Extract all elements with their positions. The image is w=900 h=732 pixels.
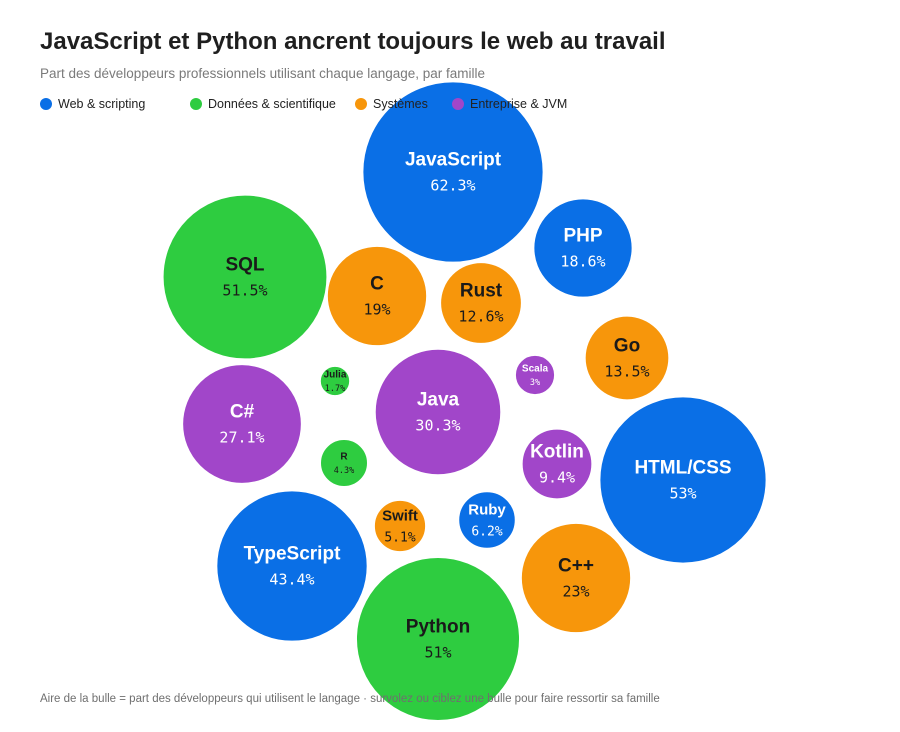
bubble-value-go: 13.5% [604, 362, 649, 380]
bubble-julia[interactable]: Julia 1.7% [319, 365, 351, 397]
bubble-circle-ruby[interactable] [457, 490, 517, 550]
bubble-value-java: 30.3% [415, 416, 460, 434]
legend-item-systems[interactable]: Systèmes [355, 97, 428, 111]
bubble-value-sql: 51.5% [222, 281, 267, 299]
bubble-label-julia: Julia [324, 370, 347, 381]
bubble-value-ruby: 6.2% [471, 525, 502, 540]
bubble-label-r: R [340, 452, 348, 463]
bubble-value-php: 18.6% [560, 252, 605, 270]
bubble-circle-scala[interactable] [514, 354, 556, 396]
bubble-label-ruby: Ruby [468, 501, 506, 518]
bubble-csharp[interactable]: C# 27.1% [181, 363, 303, 485]
bubble-javascript[interactable]: JavaScript 62.3% [361, 80, 545, 264]
bubble-value-html-css: 53% [669, 484, 696, 502]
bubble-c[interactable]: C 19% [326, 245, 428, 347]
bubble-circle-cpp[interactable] [520, 522, 632, 634]
bubble-value-kotlin: 9.4% [539, 468, 575, 486]
bubble-circle-swift[interactable] [373, 499, 427, 553]
footnote: Aire de la bulle = part des développeurs… [40, 693, 660, 705]
bubble-circle-python[interactable] [355, 556, 521, 722]
bubble-value-python: 51% [424, 643, 451, 661]
bubble-circle-julia[interactable] [319, 365, 351, 397]
legend-swatch-enterprise [452, 98, 464, 110]
bubble-rust[interactable]: Rust 12.6% [439, 261, 523, 345]
bubble-sql[interactable]: SQL 51.5% [162, 194, 328, 360]
legend-label-enterprise: Entreprise & JVM [470, 97, 568, 111]
bubble-label-go: Go [614, 336, 640, 357]
bubble-value-r: 4.3% [334, 466, 354, 476]
bubble-cpp[interactable]: C++ 23% [520, 522, 632, 634]
bubble-value-c: 19% [363, 300, 390, 318]
bubble-label-cpp: C++ [558, 556, 594, 577]
bubble-circle-typescript[interactable] [215, 489, 369, 643]
bubble-label-html-css: HTML/CSS [634, 458, 731, 479]
bubble-label-php: PHP [563, 226, 602, 247]
bubble-label-c: C [370, 274, 384, 295]
bubble-circle-java[interactable] [374, 348, 502, 476]
bubble-value-rust: 12.6% [458, 307, 503, 325]
legend-label-systems: Systèmes [373, 97, 428, 111]
bubble-label-rust: Rust [460, 281, 503, 302]
legend-item-data[interactable]: Données & scientifique [190, 97, 336, 111]
bubble-ruby[interactable]: Ruby 6.2% [457, 490, 517, 550]
bubble-circle-go[interactable] [584, 315, 670, 401]
chart-subtitle: Part des développeurs professionnels uti… [40, 66, 486, 81]
bubble-circle-kotlin[interactable] [521, 428, 593, 500]
bubble-label-sql: SQL [225, 255, 264, 276]
bubble-value-swift: 5.1% [384, 531, 415, 546]
bubble-go[interactable]: Go 13.5% [584, 315, 670, 401]
legend-label-web: Web & scripting [58, 97, 146, 111]
bubble-circle-csharp[interactable] [181, 363, 303, 485]
bubble-label-kotlin: Kotlin [530, 442, 584, 463]
bubble-circle-c[interactable] [326, 245, 428, 347]
bubble-html-css[interactable]: HTML/CSS 53% [598, 395, 768, 565]
legend-label-data: Données & scientifique [208, 97, 336, 111]
legend-item-web[interactable]: Web & scripting [40, 97, 145, 111]
bubble-circle-rust[interactable] [439, 261, 523, 345]
bubble-value-scala: 3% [530, 378, 540, 388]
bubble-circle-php[interactable] [532, 197, 634, 299]
bubble-circle-r[interactable] [319, 438, 369, 488]
bubble-value-javascript: 62.3% [430, 176, 475, 194]
bubble-php[interactable]: PHP 18.6% [532, 197, 634, 299]
bubble-kotlin[interactable]: Kotlin 9.4% [521, 428, 593, 500]
bubble-value-julia: 1.7% [325, 384, 345, 394]
bubble-label-scala: Scala [522, 364, 549, 375]
legend-swatch-web [40, 98, 52, 110]
bubble-value-typescript: 43.4% [269, 570, 314, 588]
bubble-java[interactable]: Java 30.3% [374, 348, 502, 476]
bubble-label-python: Python [406, 617, 470, 638]
bubble-label-typescript: TypeScript [244, 544, 341, 565]
bubble-python[interactable]: Python 51% [355, 556, 521, 722]
bubble-label-swift: Swift [382, 507, 418, 524]
chart-title: JavaScript et Python ancrent toujours le… [40, 28, 666, 55]
bubble-scala[interactable]: Scala 3% [514, 354, 556, 396]
bubble-value-cpp: 23% [562, 582, 589, 600]
legend-swatch-systems [355, 98, 367, 110]
bubble-circle-html-css[interactable] [598, 395, 768, 565]
legend-swatch-data [190, 98, 202, 110]
bubble-typescript[interactable]: TypeScript 43.4% [215, 489, 369, 643]
bubble-label-csharp: C# [230, 402, 255, 423]
bubble-label-java: Java [417, 390, 460, 411]
bubble-circle-sql[interactable] [162, 194, 328, 360]
bubble-label-javascript: JavaScript [405, 150, 502, 171]
bubble-circle-javascript[interactable] [361, 80, 545, 264]
bubble-value-csharp: 27.1% [219, 428, 264, 446]
legend-item-enterprise[interactable]: Entreprise & JVM [452, 97, 567, 111]
legend: Web & scripting Données & scientifique S… [40, 97, 860, 115]
bubble-swift[interactable]: Swift 5.1% [373, 499, 427, 553]
bubble-r[interactable]: R 4.3% [319, 438, 369, 488]
